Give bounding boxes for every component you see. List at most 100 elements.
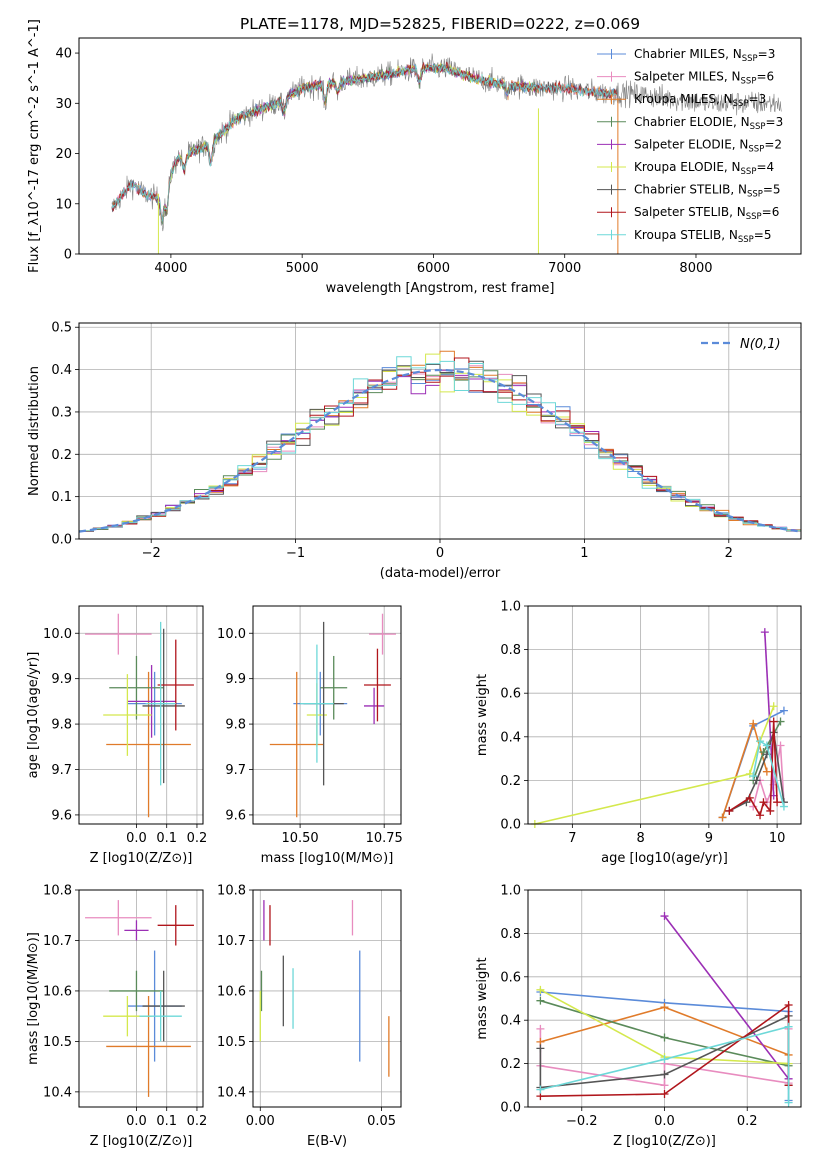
x-tick-label: 10.50 — [281, 831, 318, 846]
axes-frame — [252, 605, 402, 825]
axes-frame — [78, 37, 802, 255]
x-tick-label: 7000 — [548, 261, 581, 276]
x-tick-label: 0.05 — [367, 1114, 396, 1129]
weight-marker — [769, 717, 778, 726]
y-tick-label: 0.8 — [500, 927, 521, 942]
legend-label: Kroupa ELODIE, NSSP=4 — [634, 160, 774, 177]
panel-z-mass: 0.0 0.1 0.2 10.4 10.5 10.6 10.7 10.8 Z [log10(Z/… — [26, 884, 207, 1150]
model-spectrum — [111, 63, 617, 222]
weight-marker — [766, 806, 775, 815]
weight-marker — [776, 741, 785, 750]
y-tick-label: 0 — [64, 248, 72, 263]
y-axis-label: mass [log10(M/M⊙)] — [26, 932, 41, 1065]
y-tick-label: 0.0 — [500, 1101, 521, 1116]
plot-area — [259, 900, 390, 1077]
weight-line — [752, 739, 785, 807]
y-tick-label: 10.4 — [217, 1085, 246, 1100]
panel-residuals: −2 −1 0 1 2 0.0 0.1 0.2 0.3 0.4 0.5 (data-model)/er… — [27, 321, 802, 581]
y-axis-label: age [log10(age/yr)] — [26, 652, 41, 779]
weight-marker — [745, 793, 754, 802]
histogram-step — [79, 360, 801, 532]
weight-line — [534, 706, 775, 825]
weight-marker — [773, 798, 782, 807]
x-tick-label: 2 — [725, 546, 733, 561]
y-tick-label: 9.8 — [225, 718, 246, 733]
x-tick-label: 0 — [436, 546, 444, 561]
y-tick-label: 10.7 — [217, 934, 246, 949]
y-tick-label: 10 — [55, 197, 72, 212]
weight-marker — [769, 702, 778, 711]
panel-age-weight: 7 8 9 10 0.0 0.2 0.4 0.6 0.8 1.0 age [log10(age/yr… — [475, 600, 802, 866]
x-axis-label: age [log10(age/yr)] — [601, 851, 728, 866]
x-tick-label: 10.75 — [366, 831, 403, 846]
weight-marker — [779, 802, 788, 811]
weight-marker — [660, 912, 669, 921]
panel-z-weight: −0.2 0.0 0.2 0.0 0.2 0.4 0.6 0.8 1.0 Z [log10(Z/Z… — [475, 884, 802, 1149]
plot-area — [85, 613, 194, 818]
weight-line — [540, 1025, 790, 1103]
y-tick-label: 0.6 — [500, 687, 521, 702]
panel-spectrum: 4000 5000 6000 7000 8000 0 10 20 30 40 wavelength … — [27, 19, 802, 296]
x-axis-label: Z [log10(Z/Z⊙)] — [613, 1134, 716, 1149]
x-tick-label: 10 — [769, 831, 786, 846]
weight-marker — [660, 1033, 669, 1042]
legend-label: Salpeter ELODIE, NSSP=2 — [634, 137, 782, 154]
y-tick-label: 9.9 — [225, 672, 246, 687]
y-tick-label: 0.2 — [51, 448, 72, 463]
x-tick-label: 1 — [580, 546, 588, 561]
x-axis-label: wavelength [Angstrom, rest frame] — [326, 281, 555, 296]
x-axis-label: mass [log10(M/M⊙)] — [261, 851, 394, 866]
weight-marker — [536, 1085, 545, 1094]
x-axis-label: (data-model)/error — [380, 566, 501, 581]
x-tick-label: 0.2 — [737, 1114, 758, 1129]
weight-marker — [749, 719, 758, 728]
weight-marker — [756, 737, 765, 746]
y-tick-label: 9.7 — [51, 763, 72, 778]
weight-line — [663, 915, 790, 1080]
x-tick-label: 0.0 — [126, 1114, 147, 1129]
weight-marker — [759, 798, 768, 807]
weight-marker — [660, 1003, 669, 1012]
weight-marker — [784, 1001, 793, 1010]
x-tick-label: 0.2 — [187, 831, 208, 846]
y-tick-label: 20 — [55, 147, 72, 162]
y-tick-label: 40 — [55, 47, 72, 62]
y-tick-label: 10.5 — [217, 1035, 246, 1050]
x-tick-label: 5000 — [286, 261, 319, 276]
plot-area — [85, 900, 194, 1097]
weight-marker — [536, 996, 545, 1005]
x-tick-label: 0.2 — [187, 1114, 208, 1129]
y-tick-label: 0.5 — [51, 321, 72, 336]
axes-frame — [78, 322, 802, 540]
x-tick-label: −0.2 — [566, 1114, 598, 1129]
y-tick-label: 10.0 — [217, 627, 246, 642]
y-tick-label: 0.8 — [500, 643, 521, 658]
legend-label: Chabrier ELODIE, NSSP=3 — [634, 115, 783, 132]
y-axis-label: mass weight — [475, 957, 490, 1039]
weight-marker — [784, 1098, 793, 1107]
y-tick-label: 0.4 — [500, 1014, 521, 1029]
weight-marker — [725, 806, 734, 815]
y-tick-label: 0.6 — [500, 970, 521, 985]
y-tick-label: 10.6 — [217, 984, 246, 999]
x-tick-label: 0.00 — [246, 1114, 275, 1129]
weight-marker — [779, 706, 788, 715]
weight-marker — [660, 1070, 669, 1079]
plot-area — [111, 53, 782, 254]
y-tick-label: 0.0 — [500, 818, 521, 833]
x-axis-label: E(B-V) — [307, 1134, 347, 1149]
model-spectrum — [111, 61, 618, 221]
y-tick-label: 10.0 — [43, 627, 72, 642]
plot-area — [269, 613, 396, 818]
legend-label: Chabrier STELIB, NSSP=5 — [634, 183, 781, 200]
x-tick-label: −1 — [286, 546, 305, 561]
weight-marker — [749, 772, 758, 781]
weight-marker — [660, 1089, 669, 1098]
y-tick-label: 0.3 — [51, 405, 72, 420]
y-tick-label: 10.6 — [43, 984, 72, 999]
y-tick-label: 10.8 — [43, 884, 72, 899]
y-tick-label: 0.4 — [500, 730, 521, 745]
weight-marker — [762, 767, 771, 776]
legend: Chabrier MILES, NSSP=3 Salpeter MILES, NS… — [597, 47, 783, 245]
weight-marker — [762, 741, 771, 750]
